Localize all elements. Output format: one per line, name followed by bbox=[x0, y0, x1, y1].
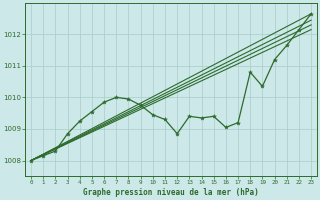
X-axis label: Graphe pression niveau de la mer (hPa): Graphe pression niveau de la mer (hPa) bbox=[83, 188, 259, 197]
